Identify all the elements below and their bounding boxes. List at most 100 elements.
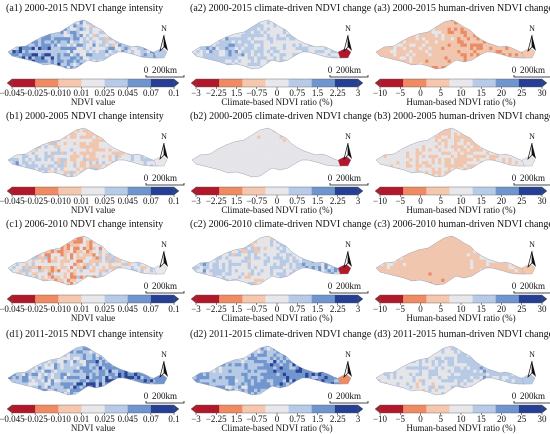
map-pixel [254,128,258,130]
map-pixel [330,128,335,130]
map-pixel [238,135,242,140]
map-pixel [489,24,493,28]
map-pixel [390,59,394,64]
map-pixel [302,177,306,181]
legend-swatch [518,79,543,87]
map-pixel [321,129,325,133]
map-pixel [238,177,242,181]
map-pixel [390,40,394,44]
map-pixel [321,177,325,181]
map-pixel [193,174,197,177]
map-pixel [114,56,119,60]
map-pixel [505,129,509,133]
map-pixel [295,34,300,38]
map-pixel [431,21,436,25]
map-pixel [196,135,200,140]
map-pixel [238,66,242,69]
map-pixel [137,30,141,35]
map-pixel [57,128,61,130]
map-pixel [314,40,319,44]
map-pixel [209,40,213,44]
map-pixel [495,59,500,64]
map-pixel [134,21,138,25]
map-pixel [311,21,316,25]
map-pixel [295,30,300,35]
map-pixel [518,128,522,130]
map-pixel [305,145,309,149]
map-pixel [482,142,487,146]
map-pixel [8,148,10,152]
map-pixel [418,27,423,32]
map-pixel [228,66,232,69]
map-pixel [190,177,194,181]
map-pixel [380,21,384,25]
map-pixel [9,148,13,152]
map-pixel [228,174,232,177]
map-pixel [114,174,119,177]
map-pixel [380,148,384,152]
map-pixel [518,27,522,32]
map-pixel [215,128,220,130]
map-pixel [244,177,248,181]
map-pixel [134,142,138,146]
map-pixel [15,132,20,136]
map-pixel [486,27,490,32]
map-pixel [66,129,71,133]
map-pixel [131,69,135,73]
map-pixel [192,132,194,136]
north-label: N [161,24,167,33]
legend-tick-label: 0 [418,88,423,98]
map-pixel [193,27,197,32]
map-pixel [202,129,207,133]
map-pixel [105,66,109,69]
map-pixel [8,174,10,177]
map-pixel [438,128,442,130]
legend-arrow-right [357,78,364,88]
map-pixel [127,142,132,146]
map-pixel [127,138,132,143]
map-pixel [308,174,312,177]
map-pixel [225,128,229,130]
map-pixel [153,154,157,159]
map-pixel [302,135,306,140]
map-pixel [492,56,496,60]
map-pixel [124,37,128,41]
map-pixel [143,138,148,143]
map-pixel [492,30,496,35]
map-pixel [247,20,252,22]
map-pixel [470,21,474,25]
map-pixel [44,24,48,28]
map-pixel [457,20,461,22]
map-pixel [527,59,528,64]
map-pixel [267,69,271,73]
map-pixel [314,21,319,25]
map-pixel [422,20,426,22]
map-pixel [518,154,522,159]
map-pixel [298,129,303,133]
map-pixel [438,20,442,22]
map-pixel [209,148,213,152]
map-pixel [318,129,322,133]
map-pixel [466,62,471,67]
map-pixel [406,34,410,38]
map-pixel [318,20,322,22]
map-pixel [377,132,381,136]
map-pixel [143,128,148,130]
map-pixel [124,20,128,22]
map-pixel [393,66,397,69]
map-pixel [244,129,248,133]
map-pixel [318,62,322,67]
map-pixel [511,132,516,136]
map-pixel [390,27,394,32]
map-pixel [318,30,322,35]
map-pixel [196,34,200,38]
map-pixel [202,132,207,136]
map-pixel [206,145,210,149]
map-pixel [393,128,397,130]
map-pixel [193,167,197,172]
map-pixel [60,69,64,73]
map-pixel [409,132,413,136]
map-pixel [38,34,42,38]
map-pixel [228,138,232,143]
map-pixel [57,69,61,73]
